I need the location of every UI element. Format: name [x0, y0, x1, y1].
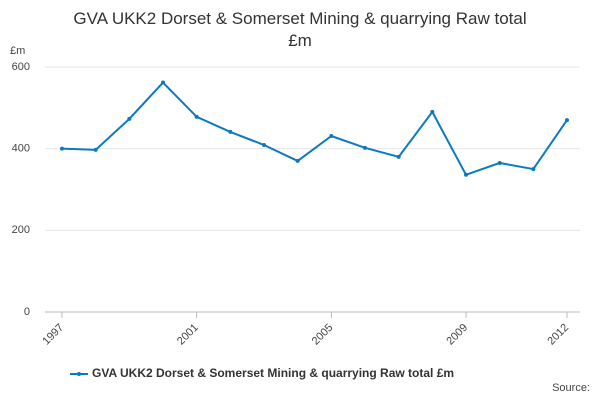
- point: [464, 172, 468, 177]
- point: [497, 160, 502, 165]
- x-tick-label: 2009: [444, 322, 470, 348]
- point: [329, 134, 334, 139]
- title-line: GVA UKK2 Dorset & Somerset Mining & quar…: [73, 9, 526, 28]
- y-tick-label: 600: [12, 61, 30, 73]
- point: [396, 154, 401, 159]
- x-tick-label: 2005: [310, 322, 336, 348]
- y-axis-label: £m: [10, 45, 25, 57]
- point: [262, 142, 266, 147]
- point: [565, 118, 569, 123]
- point: [295, 158, 300, 163]
- x-tick-label: 2001: [175, 322, 201, 348]
- point: [60, 146, 64, 151]
- y-tick-label: 0: [24, 306, 30, 318]
- source: Source:: [552, 382, 590, 394]
- chart-title: GVA UKK2 Dorset & Somerset Mining & quar…: [73, 9, 526, 50]
- point: [194, 114, 199, 119]
- point: [127, 116, 132, 121]
- y-tick-label: 200: [12, 224, 30, 236]
- point: [161, 80, 165, 85]
- y-tick-label: 400: [12, 143, 30, 155]
- point: [531, 167, 536, 172]
- point: [430, 109, 435, 114]
- title-line: £m: [288, 31, 312, 50]
- x-tick-label: 2012: [545, 322, 571, 348]
- line: [61, 81, 568, 177]
- point: [228, 129, 233, 134]
- point: [93, 147, 98, 152]
- legend-swatch-point: [77, 372, 81, 376]
- point: [363, 145, 367, 150]
- legend-label: GVA UKK2 Dorset & Somerset Mining & quar…: [92, 366, 454, 380]
- x-tick-label: 1997: [40, 322, 66, 348]
